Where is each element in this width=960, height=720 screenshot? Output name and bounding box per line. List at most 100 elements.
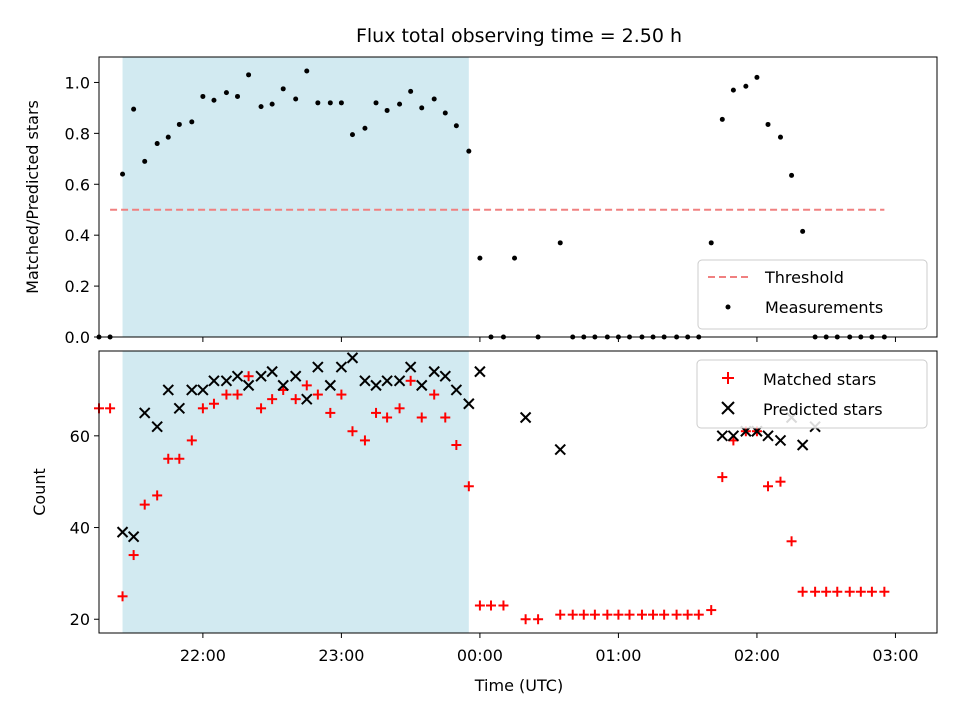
measurement-point [120, 171, 126, 177]
predicted-star-point [324, 379, 337, 392]
predicted-star-point [162, 384, 174, 396]
measurement-point [730, 87, 736, 93]
measurement-point [384, 107, 390, 113]
measurement-point [754, 74, 760, 80]
chart-title: Flux total observing time = 2.50 h [356, 25, 682, 47]
matched-star-point [879, 586, 890, 597]
predicted-star-point [255, 370, 267, 382]
measurement-point [269, 101, 275, 107]
matched-star-point [797, 586, 808, 597]
measurement-point [349, 132, 355, 138]
predicted-star-point [242, 379, 255, 392]
predicted-star-point [381, 375, 393, 387]
x-tick-label: 22:00 [180, 646, 226, 665]
predicted-star-point [762, 430, 774, 442]
matched-star-point [128, 550, 139, 561]
predicted-star-point [116, 526, 129, 538]
measurement-point [708, 240, 714, 246]
matched-star-point [763, 481, 774, 492]
matched-star-point [139, 499, 150, 510]
measurement-point [327, 100, 333, 106]
matched-star-point [555, 609, 566, 620]
matched-star-point [290, 394, 301, 405]
matched-star-point [117, 591, 128, 602]
matched-star-point [451, 440, 462, 450]
measurement-point [719, 116, 725, 122]
matched-star-point [602, 609, 613, 620]
matched-star-point [416, 412, 427, 423]
legend-threshold-label: Threshold [764, 268, 844, 287]
predicted-star-point [519, 411, 532, 424]
measurement-point [258, 104, 264, 110]
legend-measurements-swatch [725, 304, 731, 310]
x-tick-label: 03:00 [872, 646, 918, 665]
matched-star-point [347, 426, 358, 437]
measurement-point [142, 158, 148, 164]
measurement-point [235, 93, 241, 99]
matched-star-point [659, 609, 670, 620]
top-y-axis-label: Matched/Predicted stars [23, 100, 42, 294]
top-y-tick-label: 1.0 [65, 73, 90, 92]
predicted-star-point [439, 370, 451, 382]
matched-star-point [382, 412, 393, 423]
matched-star-point [405, 375, 416, 386]
matched-star-point [810, 586, 821, 597]
matched-star-point [855, 586, 866, 597]
measurement-point [211, 97, 217, 103]
matched-star-point [844, 586, 855, 597]
predicted-star-point [289, 370, 302, 382]
matched-star-point [624, 609, 635, 620]
matched-star-point [589, 609, 600, 620]
matched-star-point [821, 586, 832, 597]
measurement-point [743, 83, 749, 89]
predicted-star-point [301, 393, 313, 405]
predicted-star-point [727, 430, 740, 442]
predicted-star-point [231, 370, 244, 382]
predicted-star-point [796, 439, 809, 451]
matched-star-point [359, 435, 370, 446]
predicted-star-point [474, 365, 486, 378]
measurement-point [293, 96, 299, 102]
bottom-y-tick-label: 20 [70, 610, 90, 629]
matched-star-point [325, 407, 336, 418]
predicted-star-point [197, 384, 209, 396]
legend-matched-swatch [722, 372, 734, 384]
matched-star-point [197, 403, 208, 414]
matched-star-point [267, 394, 278, 405]
top-y-tick-label: 0.2 [65, 277, 90, 296]
predicted-star-point [186, 384, 198, 396]
matched-star-point [682, 609, 693, 620]
matched-star-point [208, 398, 219, 409]
predicted-star-point [346, 352, 359, 364]
predicted-star-point [463, 398, 475, 410]
measurement-point [338, 100, 344, 106]
matched-star-point [429, 389, 440, 400]
matched-star-point [775, 476, 786, 487]
predicted-star-point [127, 531, 140, 543]
bottom-axes-frame [98, 350, 938, 634]
x-tick-label: 02:00 [734, 646, 780, 665]
matched-star-point [394, 403, 405, 414]
measurement-point [557, 240, 563, 246]
matched-star-point [163, 453, 174, 464]
measurement-point [466, 148, 472, 154]
measurement-point [512, 255, 518, 261]
bottom-panel: 20 40 60 22:00 23:00 00:00 01:00 02:00 03:00 Co… [30, 350, 938, 665]
matched-star-point [866, 586, 877, 597]
predicted-star-point [716, 430, 729, 442]
predicted-star-point [774, 434, 787, 447]
top-shaded-interval [122, 57, 469, 337]
matched-star-point [371, 407, 382, 418]
matched-star-point [105, 403, 116, 414]
matched-star-point [693, 609, 704, 620]
x-tick-label: 23:00 [318, 646, 364, 665]
top-legend-box [697, 259, 928, 330]
legend-predicted-swatch [721, 401, 735, 415]
bottom-y-axis-label: Count [30, 468, 49, 516]
measurement-point [397, 101, 403, 107]
top-panel: 0.0 0.2 0.4 0.6 0.8 1.0 Matched/Predicted sta… [23, 56, 938, 347]
matched-star-point [520, 614, 531, 625]
predicted-star-point [416, 379, 428, 392]
bottom-legend-box [696, 359, 928, 429]
predicted-star-point [312, 361, 324, 373]
